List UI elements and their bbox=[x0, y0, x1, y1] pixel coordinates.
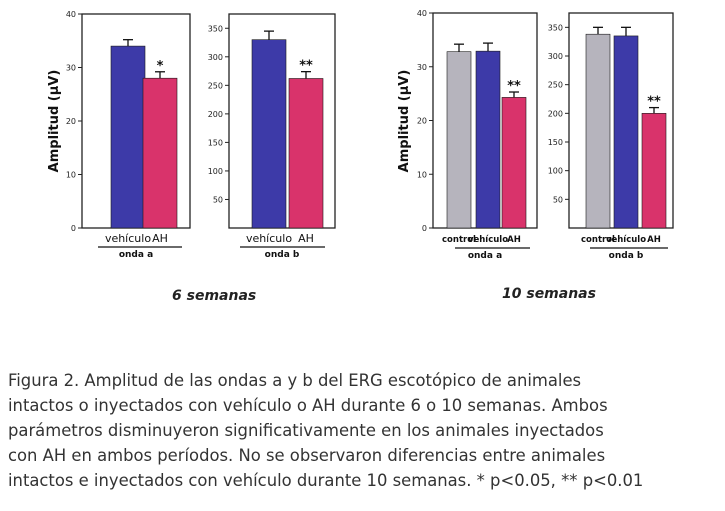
bar bbox=[613, 35, 639, 229]
y-axis-label: Amplitud (µV) bbox=[397, 70, 412, 173]
category-label: vehículo bbox=[468, 235, 508, 245]
caption-line: parámetros disminuyeron significativamen… bbox=[8, 421, 604, 440]
y-tick-label: 20 bbox=[66, 117, 76, 126]
y-tick-label: 20 bbox=[417, 117, 427, 126]
y-axis-label: Amplitud (µV) bbox=[47, 70, 62, 173]
significance-marker: ** bbox=[507, 79, 521, 94]
y-tick-label: 40 bbox=[417, 9, 427, 18]
y-tick-label: 300 bbox=[548, 52, 563, 61]
category-label: vehículo bbox=[105, 232, 151, 245]
category-label: control bbox=[442, 235, 476, 245]
y-tick-label: 10 bbox=[66, 171, 76, 180]
y-tick-label: 50 bbox=[553, 195, 563, 204]
y-tick-label: 150 bbox=[208, 138, 223, 147]
caption-line: Figura 2. Amplitud de las ondas a y b de… bbox=[8, 371, 582, 390]
y-tick-label: 350 bbox=[548, 23, 563, 32]
caption-line: intactos o inyectados con vehículo o AH … bbox=[8, 396, 608, 415]
figure-charts: 0 10 20 30 40 Amplitud (µV) vehículo * AH onda a 5… bbox=[47, 9, 674, 261]
significance-marker: ** bbox=[299, 59, 313, 74]
y-tick-label: 30 bbox=[417, 63, 427, 72]
significance-marker: ** bbox=[647, 95, 661, 110]
figure-caption: Figura 2. Amplitud de las ondas a y b de… bbox=[8, 368, 723, 493]
significance-marker: * bbox=[157, 59, 164, 74]
y-tick-label: 250 bbox=[548, 81, 563, 90]
bar bbox=[142, 77, 178, 229]
bar bbox=[641, 113, 667, 229]
label-6-semanas: 6 semanas bbox=[172, 288, 257, 304]
y-tick-label: 200 bbox=[548, 109, 563, 118]
y-tick-label: 350 bbox=[208, 24, 223, 33]
bar bbox=[585, 33, 611, 229]
bar bbox=[501, 97, 527, 229]
category-label: AH bbox=[298, 232, 314, 245]
bar bbox=[446, 51, 472, 229]
category-label: AH bbox=[507, 235, 521, 245]
y-tick-label: 40 bbox=[66, 10, 76, 19]
y-tick-label: 250 bbox=[208, 81, 223, 90]
y-tick-label: 10 bbox=[417, 170, 427, 179]
group-label: onda b bbox=[609, 251, 644, 261]
category-label: AH bbox=[152, 232, 168, 245]
y-tick-label: 200 bbox=[208, 110, 223, 119]
caption-line: con AH en ambos períodos. No se observar… bbox=[8, 446, 606, 465]
category-label: vehículo bbox=[246, 232, 292, 245]
y-tick-label: 30 bbox=[66, 64, 76, 73]
bar bbox=[288, 78, 324, 229]
y-tick-label: 50 bbox=[213, 195, 223, 204]
group-label: onda a bbox=[468, 251, 502, 261]
y-tick-label: 300 bbox=[208, 53, 223, 62]
group-label: onda a bbox=[119, 250, 153, 260]
category-label: AH bbox=[647, 235, 661, 245]
y-tick-label: 0 bbox=[422, 224, 427, 233]
category-label: control bbox=[581, 235, 615, 245]
group-label: onda b bbox=[265, 250, 300, 260]
y-tick-label: 100 bbox=[208, 167, 223, 176]
bar bbox=[251, 39, 287, 229]
bar bbox=[475, 50, 501, 229]
y-tick-label: 150 bbox=[548, 138, 563, 147]
caption-line: intactos e inyectados con vehículo duran… bbox=[8, 471, 644, 490]
bar bbox=[110, 45, 146, 229]
label-10-semanas: 10 semanas bbox=[502, 286, 596, 302]
y-tick-label: 0 bbox=[71, 224, 76, 233]
y-tick-label: 100 bbox=[548, 167, 563, 176]
category-label: vehículo bbox=[606, 235, 646, 245]
